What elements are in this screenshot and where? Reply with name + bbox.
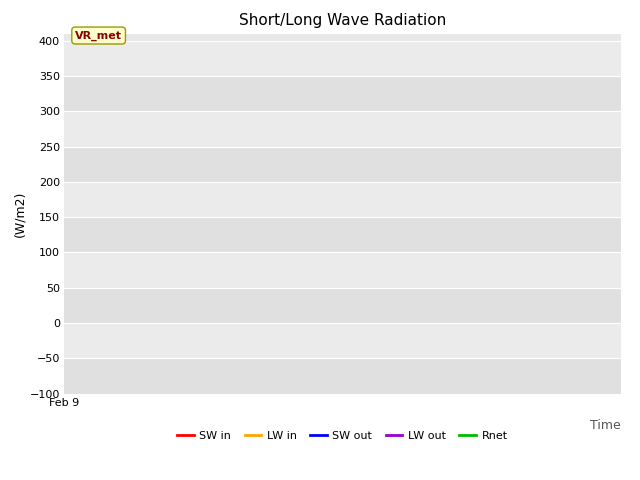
Bar — [64, 217, 621, 252]
Text: Time: Time — [590, 419, 621, 432]
Title: Short/Long Wave Radiation: Short/Long Wave Radiation — [239, 13, 446, 28]
Bar — [64, 358, 621, 394]
Y-axis label: (W/m2): (W/m2) — [13, 191, 27, 237]
Bar — [64, 182, 621, 217]
Legend: SW in, LW in, SW out, LW out, Rnet: SW in, LW in, SW out, LW out, Rnet — [173, 427, 512, 445]
Bar — [64, 288, 621, 323]
Bar — [64, 41, 621, 76]
Bar — [64, 146, 621, 182]
Bar — [64, 76, 621, 111]
Bar — [64, 323, 621, 358]
Text: VR_met: VR_met — [75, 30, 122, 41]
Bar — [64, 252, 621, 288]
Bar — [64, 111, 621, 146]
